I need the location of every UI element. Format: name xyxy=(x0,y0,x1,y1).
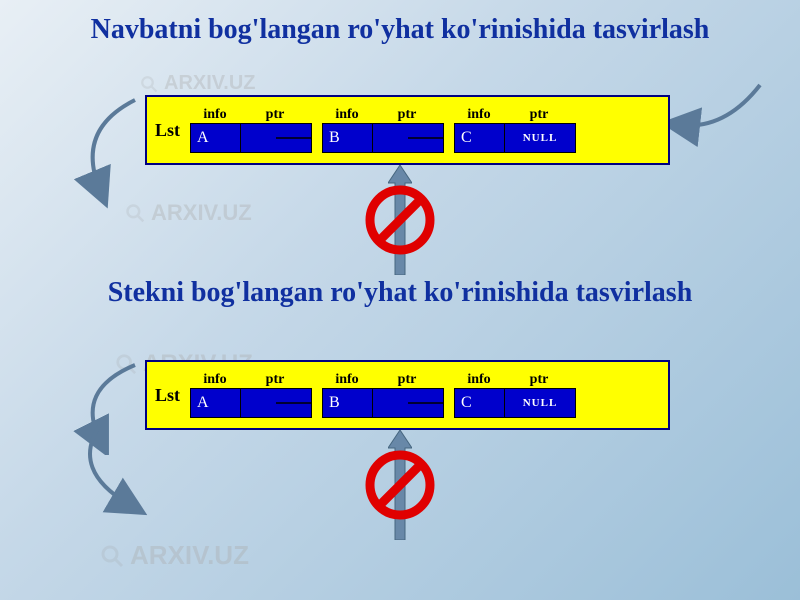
watermark: ARXIV.UZ xyxy=(125,200,252,226)
node-c: infoptr CNULL xyxy=(454,372,576,418)
cell-ptr xyxy=(373,124,443,152)
info-label: info xyxy=(190,107,240,123)
ptr-label: ptr xyxy=(504,107,574,123)
watermark: ARXIV.UZ xyxy=(140,72,256,95)
watermark: ARXIV.UZ xyxy=(100,540,249,571)
cell-info: B xyxy=(323,389,373,417)
cell-ptr xyxy=(241,389,311,417)
lst-label: Lst xyxy=(155,385,180,406)
cell-info: C xyxy=(455,124,505,152)
curve-arrow-left-icon xyxy=(55,415,155,525)
prohibit-icon xyxy=(365,450,435,520)
node-b: infoptr B xyxy=(322,372,444,418)
info-label: info xyxy=(190,372,240,388)
cell-info: A xyxy=(191,389,241,417)
cell-ptr xyxy=(241,124,311,152)
node-a: infoptr A xyxy=(190,372,312,418)
curve-arrow-left-icon xyxy=(55,345,155,455)
info-label: info xyxy=(322,107,372,123)
cell-info: C xyxy=(455,389,505,417)
info-label: info xyxy=(322,372,372,388)
cell-ptr xyxy=(373,389,443,417)
node-c: infoptr CNULL xyxy=(454,107,576,153)
info-label: info xyxy=(454,107,504,123)
ptr-label: ptr xyxy=(372,372,442,388)
ptr-label: ptr xyxy=(504,372,574,388)
cell-info: B xyxy=(323,124,373,152)
curve-arrow-left-icon xyxy=(55,80,155,210)
ptr-label: ptr xyxy=(240,372,310,388)
cell-ptr-null: NULL xyxy=(505,124,575,152)
prohibit-icon xyxy=(365,185,435,255)
ptr-label: ptr xyxy=(240,107,310,123)
cell-ptr-null: NULL xyxy=(505,389,575,417)
node-b: infoptr B xyxy=(322,107,444,153)
cell-info: A xyxy=(191,124,241,152)
queue-linkedlist: Lst infoptr A infoptr B infoptr CNULL xyxy=(145,95,670,165)
stack-title: Stekni bog'langan ro'yhat ko'rinishida t… xyxy=(0,275,800,311)
ptr-label: ptr xyxy=(372,107,442,123)
node-a: infoptr A xyxy=(190,107,312,153)
queue-title: Navbatni bog'langan ro'yhat ko'rinishida… xyxy=(0,12,800,48)
lst-label: Lst xyxy=(155,120,180,141)
info-label: info xyxy=(454,372,504,388)
curve-arrow-right-icon xyxy=(670,70,780,170)
stack-linkedlist: Lst infoptr A infoptr B infoptr CNULL xyxy=(145,360,670,430)
